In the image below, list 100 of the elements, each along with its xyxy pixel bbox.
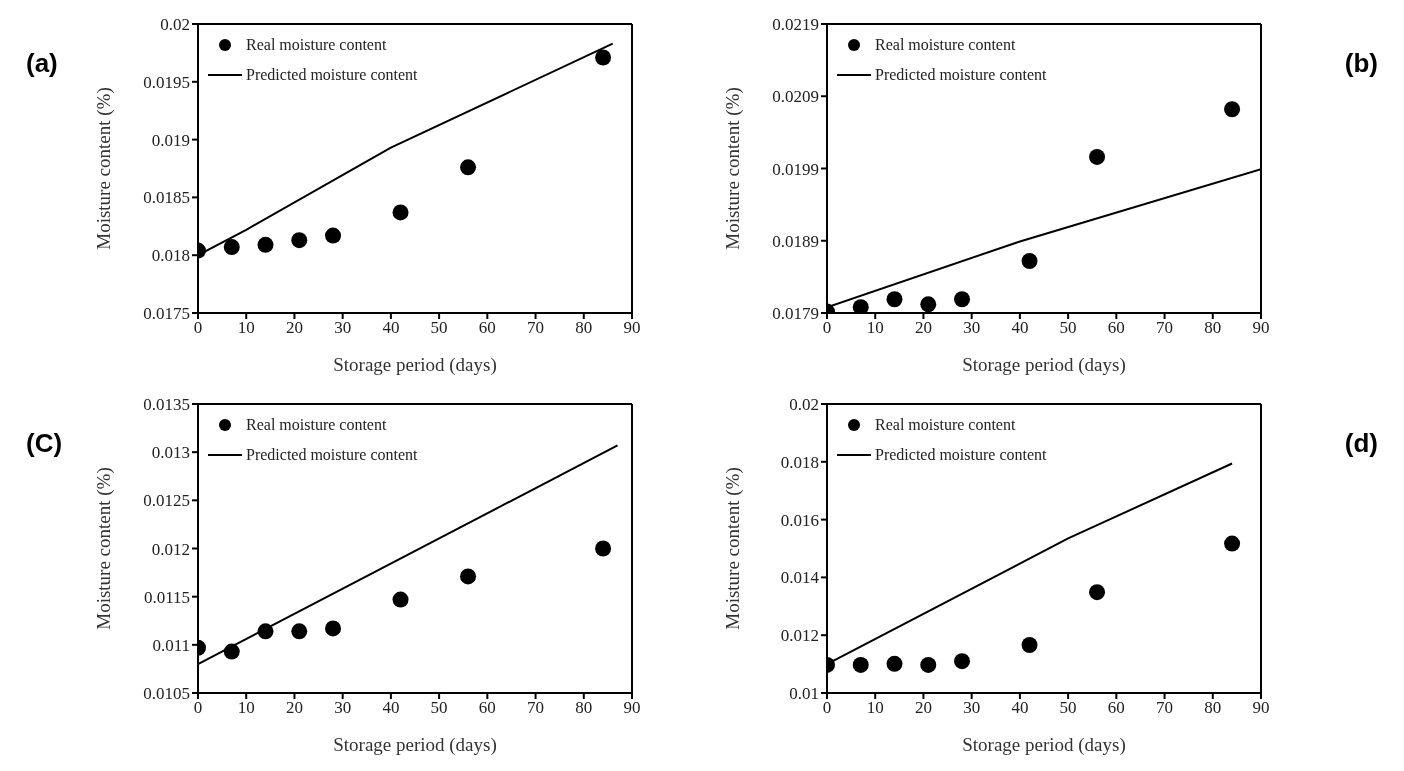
x-tick-label: 10 (866, 318, 884, 338)
y-tick-label: 0.0199 (772, 159, 819, 179)
legend-label: Real moisture content (246, 35, 387, 55)
point (1021, 252, 1038, 269)
x-tick-label: 50 (430, 698, 448, 718)
point (257, 236, 274, 253)
point (852, 656, 869, 673)
y-tick-label: 0.02 (789, 395, 819, 415)
x-tick-label: 10 (237, 698, 255, 718)
legend-label: Real moisture content (875, 415, 1016, 435)
x-tick-label: 90 (1252, 698, 1270, 718)
x-tick-label: 90 (1252, 318, 1270, 338)
x-tick-label: 0 (822, 318, 832, 338)
y-axis-title: Moisture content (%) (92, 87, 115, 250)
y-axis-title: Moisture content (%) (92, 467, 115, 630)
point (954, 291, 971, 308)
point (1089, 584, 1106, 601)
y-tick-label: 0.0185 (143, 188, 190, 208)
point (1021, 637, 1038, 654)
point (325, 620, 342, 637)
x-tick-label: 80 (1204, 698, 1222, 718)
x-tick-label: 60 (478, 318, 496, 338)
point (852, 299, 869, 313)
text: (d) (1344, 428, 1378, 459)
text: (a) (26, 48, 58, 79)
x-axis-title: Storage period (days) (333, 354, 497, 376)
x-tick-label: 50 (430, 318, 448, 338)
point (920, 656, 937, 673)
legend-label: Predicted moisture content (875, 445, 1047, 465)
point (954, 653, 971, 670)
point (1224, 535, 1241, 552)
x-tick-label: 10 (866, 698, 884, 718)
y-tick-label: 0.0219 (772, 15, 819, 35)
point (595, 540, 612, 557)
x-tick-label: 80 (575, 698, 593, 718)
x-tick-label: 0 (822, 698, 832, 718)
x-tick-label: 50 (1059, 698, 1077, 718)
y-tick-label: 0.012 (151, 539, 190, 559)
point (595, 49, 612, 66)
y-tick-label: 0.013 (151, 443, 190, 463)
x-axis-title: Storage period (days) (962, 734, 1126, 756)
x-axis-title: Storage period (days) (333, 734, 497, 756)
point (223, 239, 240, 256)
y-tick-label: 0.019 (151, 130, 190, 150)
x-tick-label: 80 (575, 318, 593, 338)
x-tick-label: 30 (334, 318, 352, 338)
x-tick-label: 40 (1011, 318, 1029, 338)
y-tick-label: 0.0179 (772, 304, 819, 324)
x-tick-label: 10 (237, 318, 255, 338)
legend-label: Real moisture content (246, 415, 387, 435)
point (886, 291, 903, 308)
point (325, 227, 342, 244)
point (257, 623, 274, 640)
legend-label: Predicted moisture content (246, 65, 418, 85)
x-tick-label: 70 (527, 698, 545, 718)
x-tick-label: 20 (285, 318, 303, 338)
y-tick-label: 0.0175 (143, 304, 190, 324)
text: (C) (26, 428, 63, 459)
y-tick-label: 0.016 (780, 510, 819, 530)
point (223, 643, 240, 660)
y-axis-title: Moisture content (%) (721, 467, 744, 630)
y-tick-label: 0.0105 (143, 684, 190, 704)
x-tick-label: 0 (193, 318, 203, 338)
x-tick-label: 40 (1011, 698, 1029, 718)
y-tick-label: 0.0195 (143, 72, 190, 92)
y-axis-title: Moisture content (%) (721, 87, 744, 250)
x-tick-label: 60 (1107, 318, 1125, 338)
point (460, 568, 477, 585)
y-tick-label: 0.011 (152, 635, 190, 655)
x-tick-label: 90 (623, 318, 641, 338)
x-tick-label: 20 (914, 698, 932, 718)
point (291, 232, 308, 249)
x-tick-label: 70 (527, 318, 545, 338)
x-tick-label: 80 (1204, 318, 1222, 338)
point (1089, 148, 1106, 165)
point (291, 623, 308, 640)
x-tick-label: 40 (382, 698, 400, 718)
point (460, 159, 477, 176)
x-tick-label: 30 (963, 318, 981, 338)
legend-label: Predicted moisture content (246, 445, 418, 465)
point (1224, 101, 1241, 118)
x-tick-label: 20 (914, 318, 932, 338)
x-axis-title: Storage period (days) (962, 354, 1126, 376)
x-tick-label: 20 (285, 698, 303, 718)
x-tick-label: 50 (1059, 318, 1077, 338)
y-tick-label: 0.02 (160, 15, 190, 35)
y-tick-label: 0.0115 (143, 587, 190, 607)
x-tick-label: 40 (382, 318, 400, 338)
x-tick-label: 70 (1156, 318, 1174, 338)
y-tick-label: 0.012 (780, 626, 819, 646)
y-tick-label: 0.0189 (772, 231, 819, 251)
x-tick-label: 60 (478, 698, 496, 718)
x-tick-label: 60 (1107, 698, 1125, 718)
legend-label: Predicted moisture content (875, 65, 1047, 85)
point (392, 591, 409, 608)
y-tick-label: 0.0135 (143, 395, 190, 415)
y-tick-label: 0.018 (151, 246, 190, 266)
y-tick-label: 0.014 (780, 568, 820, 588)
x-tick-label: 90 (623, 698, 641, 718)
x-tick-label: 30 (963, 698, 981, 718)
